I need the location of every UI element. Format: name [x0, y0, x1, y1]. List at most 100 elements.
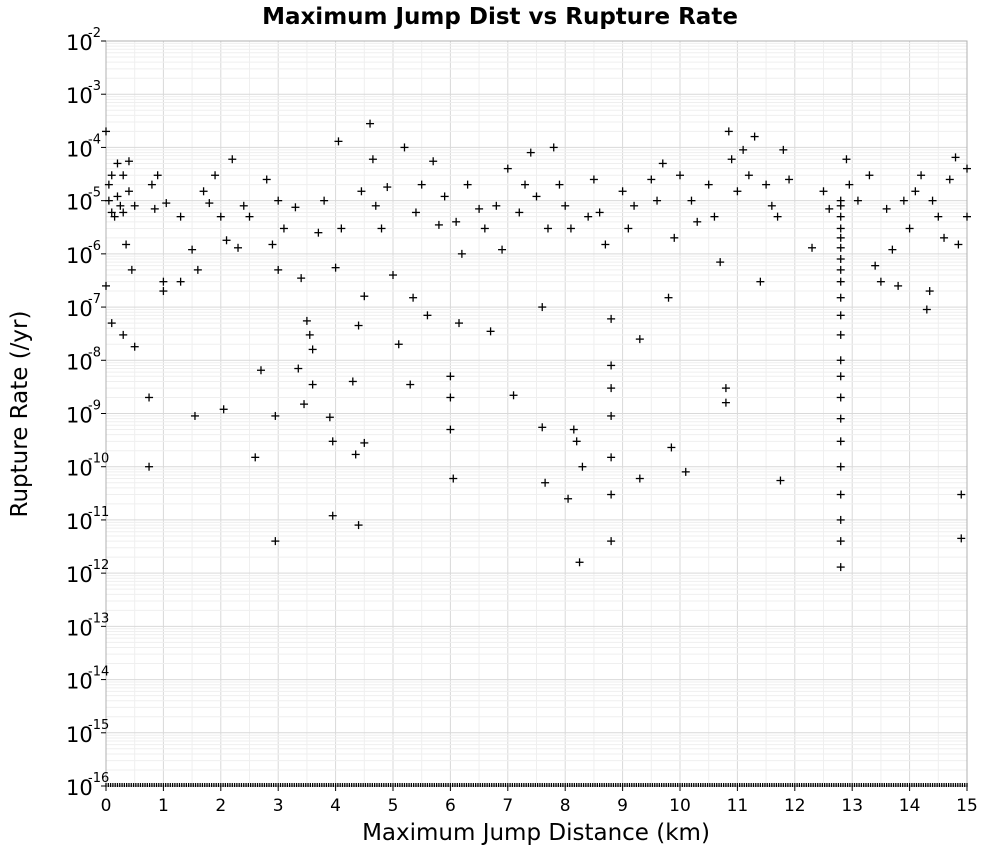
data-point — [308, 380, 317, 389]
data-point — [331, 263, 340, 272]
y-tick-exponent: -2 — [88, 26, 101, 41]
data-point — [515, 208, 524, 217]
data-point — [836, 293, 845, 302]
data-point — [836, 233, 845, 242]
x-tick-label: 0 — [101, 796, 112, 816]
data-point — [601, 240, 610, 249]
data-point — [607, 314, 616, 323]
data-point — [328, 511, 337, 520]
data-point — [188, 245, 197, 254]
y-tick-exponent: -6 — [88, 239, 101, 254]
data-point — [607, 453, 616, 462]
data-point — [124, 187, 133, 196]
data-point — [159, 277, 168, 286]
data-point — [150, 204, 159, 213]
data-point — [113, 192, 122, 201]
data-point — [262, 175, 271, 184]
data-point — [607, 361, 616, 370]
data-point — [853, 196, 862, 205]
data-point — [440, 192, 449, 201]
data-point — [122, 240, 131, 249]
data-point — [767, 201, 776, 210]
x-tick-label: 13 — [841, 796, 863, 816]
data-point — [957, 534, 966, 543]
data-point — [314, 228, 323, 237]
data-point — [882, 204, 891, 213]
x-tick-label: 8 — [560, 796, 571, 816]
data-point — [190, 411, 199, 420]
data-point — [922, 305, 931, 314]
data-point — [940, 233, 949, 242]
y-tick-label: 10 — [66, 84, 93, 108]
data-point — [836, 265, 845, 274]
data-point — [234, 243, 243, 252]
data-point — [566, 224, 575, 233]
data-point — [845, 180, 854, 189]
data-point — [928, 196, 937, 205]
data-point — [676, 171, 684, 180]
data-point — [256, 366, 265, 375]
data-point — [569, 425, 578, 434]
data-point — [762, 180, 771, 189]
y-tick-exponent: -16 — [88, 771, 109, 786]
y-tick-exponent: -12 — [88, 558, 109, 573]
data-point — [917, 171, 926, 180]
data-point — [521, 180, 530, 189]
baseline-marks — [105, 783, 968, 787]
data-point — [446, 393, 455, 402]
data-point — [409, 293, 418, 302]
data-point — [653, 196, 662, 205]
data-point — [724, 127, 733, 136]
data-point — [245, 212, 254, 221]
data-point — [564, 494, 573, 503]
data-point — [102, 127, 110, 136]
data-point — [664, 293, 673, 302]
x-tick-label: 7 — [502, 796, 513, 816]
data-point — [716, 258, 725, 267]
data-point — [116, 201, 125, 210]
data-point — [776, 476, 785, 485]
data-point — [773, 212, 782, 221]
data-point — [446, 372, 455, 381]
data-point — [842, 155, 851, 164]
data-point — [584, 212, 593, 221]
data-point — [925, 287, 934, 296]
data-point — [176, 277, 185, 286]
data-point — [334, 137, 343, 146]
data-point — [538, 303, 547, 312]
x-tick-label: 3 — [273, 796, 284, 816]
data-point — [219, 405, 228, 414]
data-point — [836, 490, 845, 499]
data-point — [894, 281, 903, 290]
data-point — [199, 187, 208, 196]
data-point — [159, 287, 168, 296]
data-point — [368, 155, 377, 164]
data-point — [498, 245, 507, 254]
data-point — [228, 155, 237, 164]
data-point — [836, 277, 845, 286]
data-point — [268, 240, 277, 249]
data-point — [595, 208, 604, 217]
x-tick-label: 14 — [899, 796, 921, 816]
data-point — [211, 171, 220, 180]
data-point — [216, 212, 225, 221]
data-point — [429, 157, 438, 166]
data-point — [549, 143, 558, 152]
data-point — [145, 393, 154, 402]
data-point — [871, 261, 880, 270]
x-tick-label: 11 — [727, 796, 749, 816]
data-point — [417, 180, 426, 189]
y-tick-exponent: -14 — [88, 665, 109, 680]
data-point — [371, 201, 380, 210]
data-point — [107, 171, 116, 180]
data-point — [102, 281, 110, 290]
y-tick-label: 10 — [66, 297, 93, 321]
data-point — [836, 537, 845, 546]
x-tick-label: 4 — [330, 796, 341, 816]
y-tick-label: 10 — [66, 616, 93, 640]
data-point — [110, 212, 119, 221]
x-axis-ticks: 0 1 2 3 4 5 6 7 8 9 10 11 12 13 14 15 — [101, 786, 978, 816]
y-tick-label: 10 — [66, 723, 93, 747]
